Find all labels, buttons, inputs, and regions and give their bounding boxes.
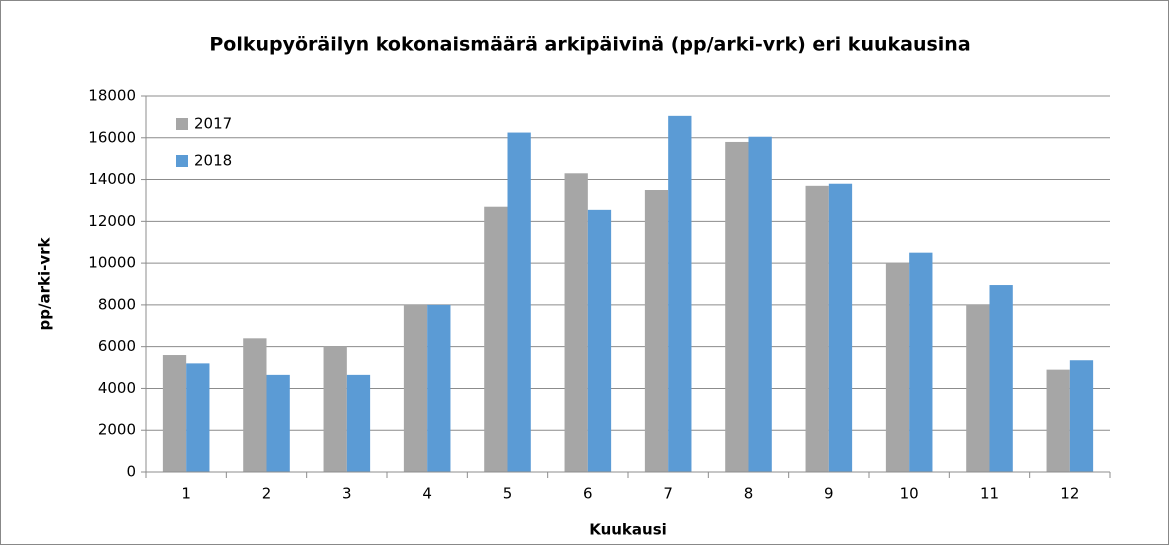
x-tick-label: 3 bbox=[342, 485, 352, 503]
y-tick-label: 12000 bbox=[88, 212, 136, 230]
bar bbox=[587, 209, 612, 472]
x-tick-label: 2 bbox=[262, 485, 272, 503]
bar bbox=[427, 304, 451, 472]
x-tick-label: 5 bbox=[503, 485, 513, 503]
bar bbox=[1069, 360, 1094, 472]
bar bbox=[725, 141, 749, 472]
bar bbox=[885, 263, 910, 472]
x-tick-label: 12 bbox=[1060, 485, 1079, 503]
bar bbox=[162, 355, 187, 472]
bar bbox=[989, 285, 1013, 472]
bar bbox=[323, 346, 347, 472]
y-tick-label: 8000 bbox=[98, 295, 136, 313]
bar bbox=[243, 338, 267, 472]
x-tick-label: 7 bbox=[663, 485, 673, 503]
bar bbox=[403, 304, 428, 472]
y-tick-label: 14000 bbox=[88, 170, 136, 188]
bar bbox=[644, 190, 669, 472]
bar bbox=[484, 206, 508, 472]
x-tick-label: 1 bbox=[181, 485, 191, 503]
legend-swatch bbox=[176, 155, 188, 167]
legend-label: 2017 bbox=[194, 115, 232, 133]
y-tick-label: 16000 bbox=[88, 128, 136, 146]
bar bbox=[748, 136, 772, 472]
x-tick-label: 11 bbox=[980, 485, 999, 503]
bar bbox=[909, 252, 933, 472]
x-axis-title: Kuukausi bbox=[589, 521, 667, 539]
y-tick-label: 2000 bbox=[98, 421, 136, 439]
bar bbox=[828, 183, 853, 472]
bar bbox=[966, 304, 990, 472]
x-tick-label: 8 bbox=[744, 485, 754, 503]
bar bbox=[507, 132, 531, 473]
x-tick-label: 4 bbox=[422, 485, 432, 503]
x-tick-label: 9 bbox=[824, 485, 834, 503]
x-tick-label: 10 bbox=[900, 485, 919, 503]
bar bbox=[266, 374, 290, 472]
chart-title: Polkupyöräilyn kokonaismäärä arkipäivinä… bbox=[209, 34, 970, 56]
y-tick-label: 0 bbox=[126, 463, 136, 481]
bar bbox=[805, 185, 829, 473]
bar bbox=[186, 363, 210, 472]
bar bbox=[668, 115, 692, 472]
bar bbox=[346, 374, 371, 472]
y-axis-title: pp/arki-vrk bbox=[36, 236, 54, 330]
y-tick-label: 4000 bbox=[98, 379, 136, 397]
bar bbox=[1046, 369, 1070, 472]
legend-swatch bbox=[176, 118, 188, 130]
y-tick-label: 10000 bbox=[88, 254, 136, 272]
bar bbox=[564, 173, 588, 473]
y-tick-label: 18000 bbox=[88, 87, 136, 105]
y-tick-label: 6000 bbox=[98, 337, 136, 355]
x-tick-label: 6 bbox=[583, 485, 593, 503]
legend-label: 2018 bbox=[194, 152, 232, 170]
